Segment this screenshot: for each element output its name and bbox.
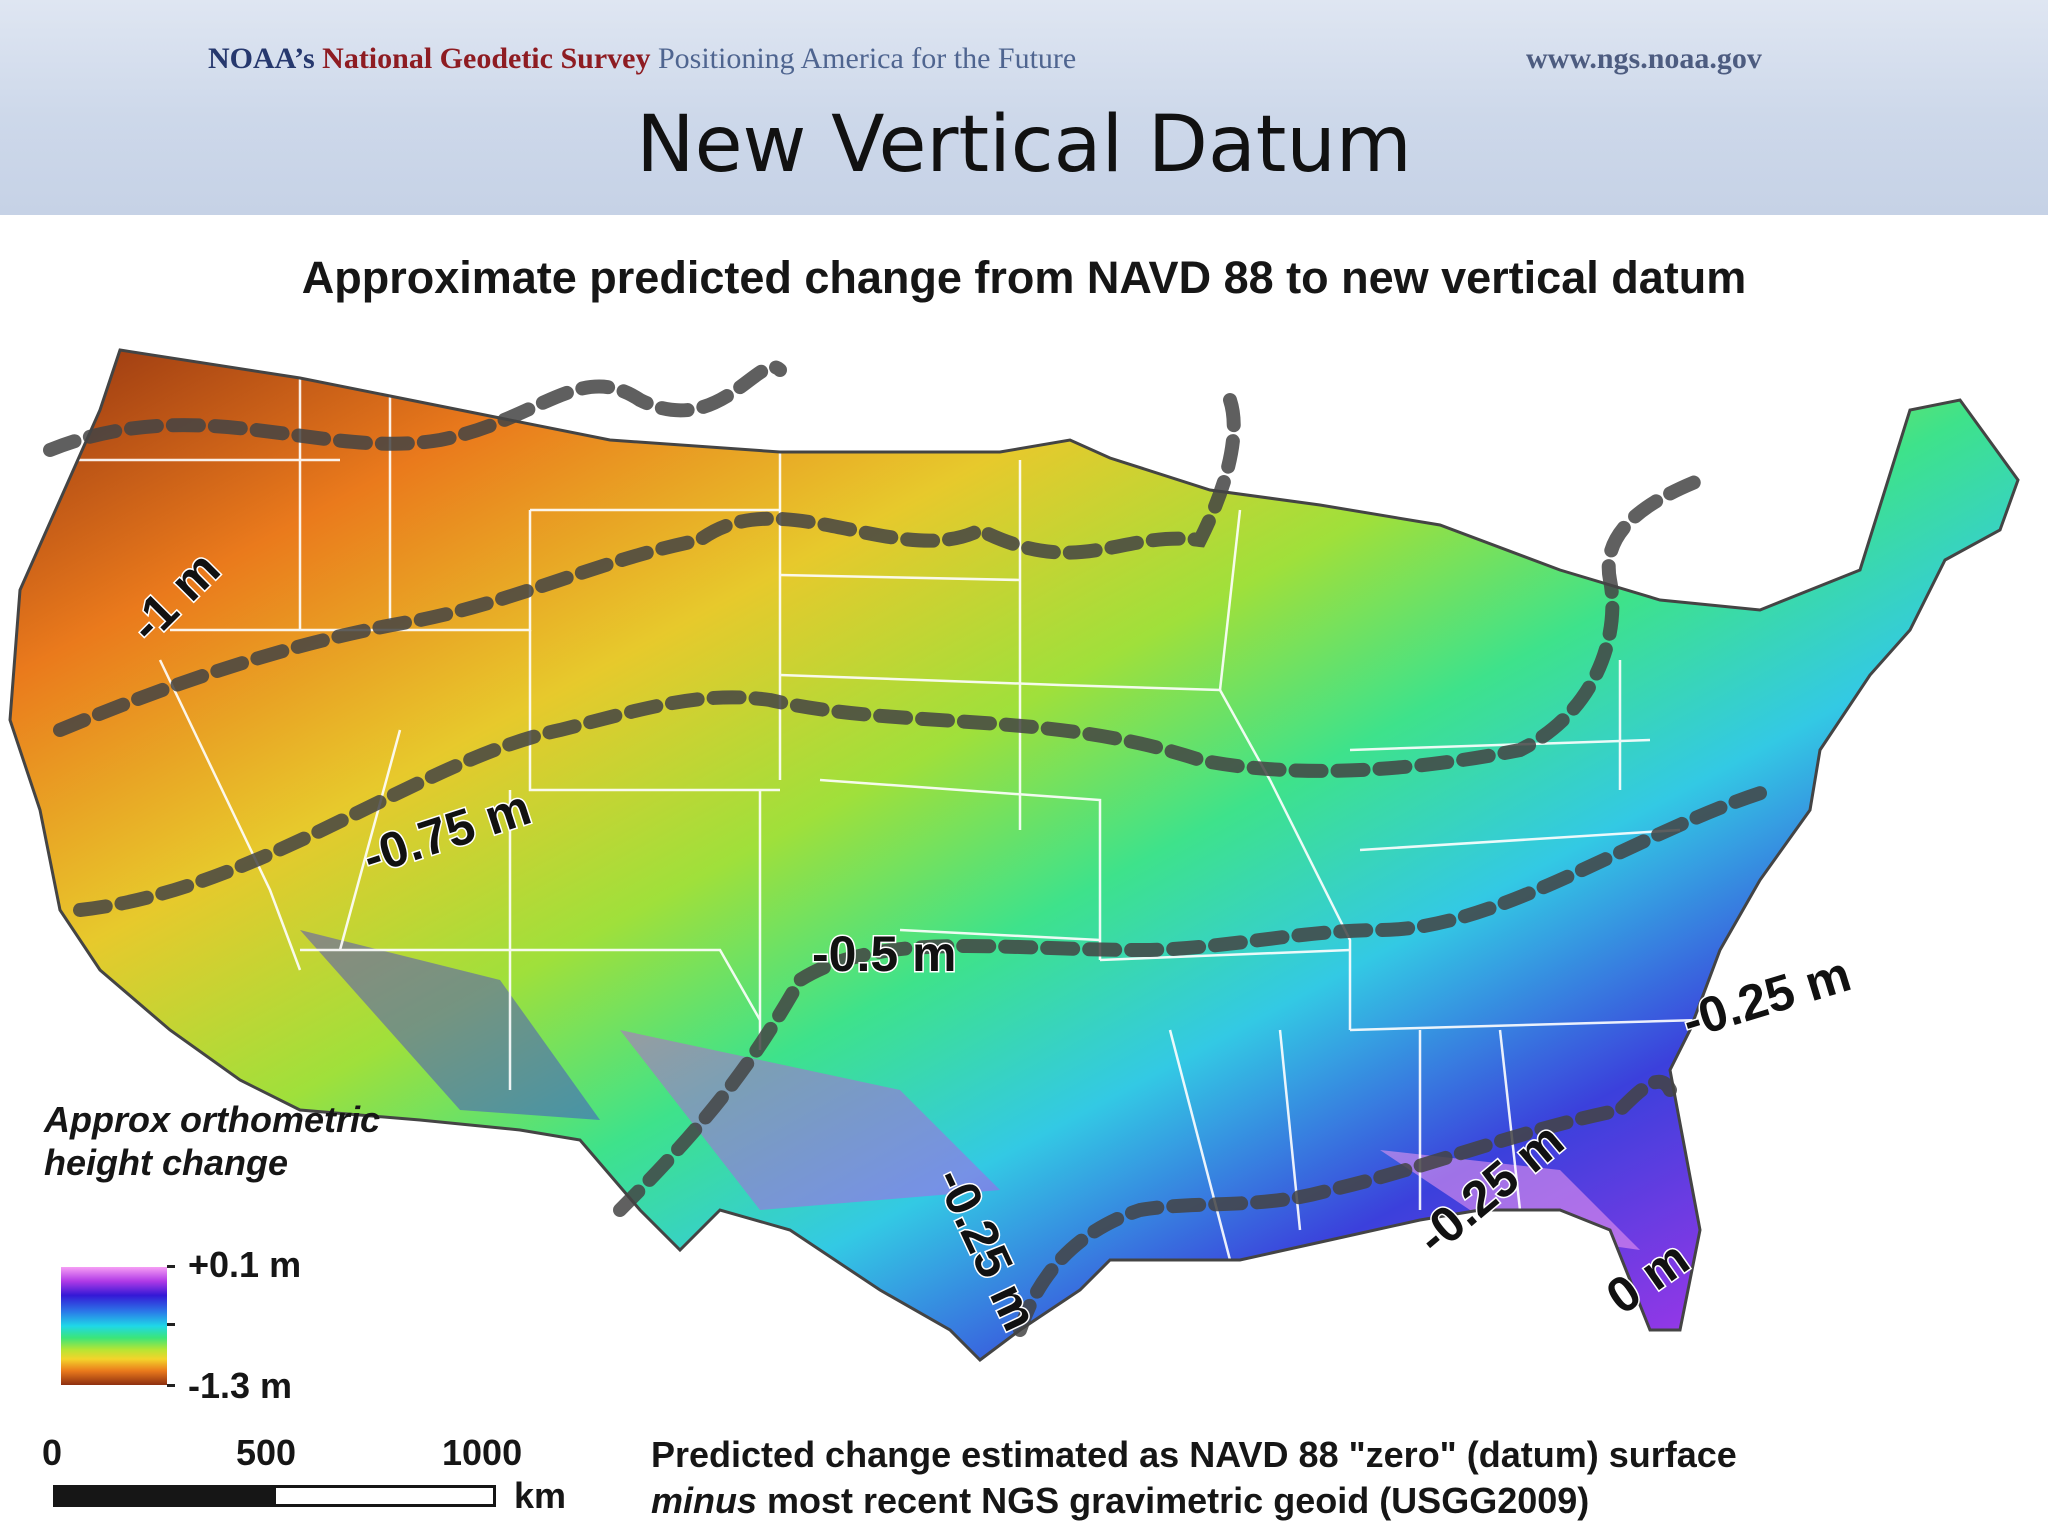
slide-header: NOAA’s National Geodetic Survey Position… <box>0 0 2048 215</box>
header-org-noaa: NOAA’s <box>208 42 323 75</box>
legend-max-label: +0.1 m <box>188 1244 302 1285</box>
legend-tick <box>167 1384 175 1387</box>
legend-tick <box>167 1323 175 1326</box>
scale-segment <box>276 1488 493 1504</box>
contour-label: -0.5 m <box>812 926 957 982</box>
scale-bar <box>53 1485 496 1507</box>
legend-min-label: -1.3 m <box>188 1365 293 1406</box>
header-url[interactable]: www.ngs.noaa.gov <box>1526 42 1762 75</box>
scale-tick-label: 0 <box>42 1432 63 1473</box>
footnote-line-1: Predicted change estimated as NAVD 88 "z… <box>651 1434 1737 1475</box>
legend-color-bar <box>61 1267 167 1385</box>
us-map: -1 m -0.75 m -0.5 m -0.25 m -0.25 m -0.2… <box>8 348 2020 1362</box>
scale-tick-label: 1000 <box>442 1432 523 1473</box>
footnote: Predicted change estimated as NAVD 88 "z… <box>651 1432 2041 1524</box>
slide-title: New Vertical Datum <box>636 100 1412 190</box>
header-tagline: Positioning America for the Future <box>650 42 1077 75</box>
legend-title: Approx orthometric height change <box>44 1099 381 1183</box>
scale-unit: km <box>514 1475 567 1516</box>
legend-tick <box>167 1265 175 1268</box>
footnote-line-2-rest: most recent NGS gravimetric geoid (USGG2… <box>757 1480 1590 1521</box>
scale-segment <box>56 1488 276 1504</box>
map-title: Approximate predicted change from NAVD 8… <box>301 252 1747 303</box>
footnote-italic-word: minus <box>651 1480 758 1521</box>
header-banner: NOAA’s National Geodetic Survey Position… <box>208 42 1076 82</box>
header-org-ngs: National Geodetic Survey <box>322 42 651 75</box>
contour-lines <box>43 360 1777 1337</box>
scale-tick-label: 500 <box>236 1432 297 1473</box>
footnote-line-2: minus most recent NGS gravimetric geoid … <box>651 1478 2041 1524</box>
